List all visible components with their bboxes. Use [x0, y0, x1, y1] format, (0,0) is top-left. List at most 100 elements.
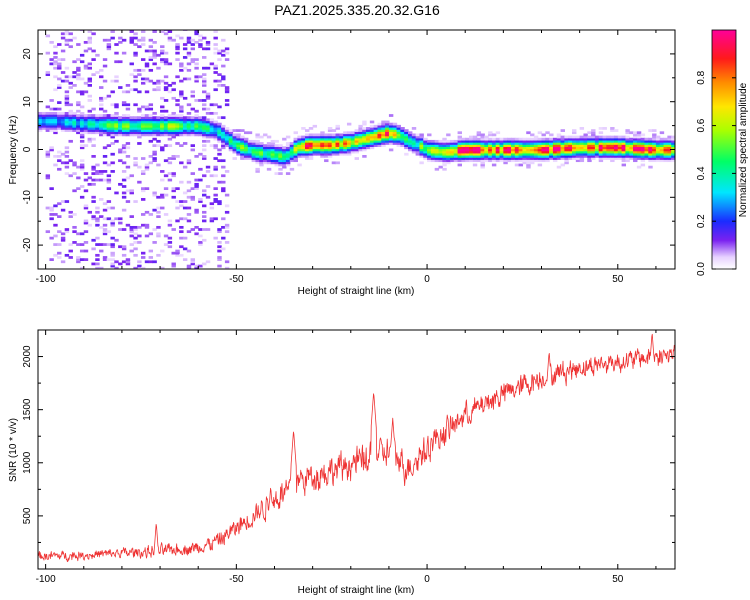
heatmap-cell	[114, 131, 119, 135]
heatmap-cell	[72, 225, 77, 229]
heatmap-cell	[95, 243, 100, 246]
heatmap-cell	[64, 118, 70, 122]
heatmap-cell	[461, 148, 466, 152]
heatmap-cell	[209, 118, 215, 122]
heatmap-cell	[68, 81, 73, 85]
heatmap-cell	[118, 150, 123, 154]
heatmap-cell	[671, 144, 675, 147]
heatmap-cell	[133, 103, 138, 107]
heatmap-cell	[194, 266, 199, 269]
heatmap-cell	[179, 161, 184, 165]
heatmap-cell	[446, 159, 451, 163]
heatmap-cell	[106, 187, 112, 191]
heatmap-cell	[633, 137, 638, 141]
heatmap-cell	[87, 30, 92, 33]
heatmap-cell	[91, 127, 96, 130]
heatmap-cell	[68, 256, 73, 259]
heatmap-cell	[79, 243, 85, 246]
heatmap-cell	[404, 133, 409, 137]
heatmap-cell	[240, 155, 245, 158]
heatmap-cell	[72, 118, 77, 122]
heatmap-cell	[465, 137, 470, 141]
heatmap-cell	[285, 148, 291, 152]
heatmap-cell	[213, 174, 218, 178]
heatmap-cell	[335, 139, 340, 143]
heatmap-cell	[87, 77, 92, 81]
heatmap-cell	[190, 43, 195, 46]
heatmap-cell	[41, 118, 47, 122]
heatmap-cell	[106, 258, 112, 261]
heatmap-cell	[167, 38, 173, 42]
heatmap-cell	[95, 163, 100, 167]
heatmap-cell	[591, 157, 596, 160]
heatmap-cell	[594, 146, 600, 150]
heatmap-cell	[60, 122, 66, 126]
heatmap-cell	[175, 142, 180, 145]
heatmap-cell	[636, 133, 642, 137]
colorbar-tick-label: 0.8	[696, 70, 707, 84]
heatmap-cell	[659, 137, 665, 141]
heatmap-cell	[53, 204, 58, 208]
heatmap-cell	[457, 150, 462, 154]
heatmap-cell	[602, 155, 607, 158]
heatmap-cell	[484, 137, 489, 141]
heatmap-cell	[266, 157, 272, 160]
heatmap-cell	[240, 137, 245, 141]
heatmap-cell	[148, 49, 154, 53]
heatmap-cell	[144, 107, 150, 111]
heatmap-cell	[182, 142, 188, 145]
heatmap-cell	[221, 124, 226, 128]
heatmap-cell	[587, 137, 592, 141]
heatmap-cell	[594, 135, 600, 139]
heatmap-cell	[221, 174, 226, 178]
heatmap-cell	[45, 150, 51, 154]
heatmap-cell	[579, 155, 585, 158]
heatmap-cell	[324, 135, 329, 139]
heatmap-cell	[461, 146, 466, 150]
heatmap-cell	[95, 253, 100, 257]
heatmap-cell	[247, 148, 253, 152]
heatmap-cell	[354, 135, 359, 139]
heatmap-cell	[293, 148, 298, 152]
heatmap-cell	[106, 217, 112, 221]
heatmap-cell	[541, 155, 546, 158]
heatmap-cell	[488, 139, 493, 143]
heatmap-cell	[259, 148, 264, 152]
heatmap-cell	[171, 187, 176, 191]
heatmap-cell	[530, 157, 535, 160]
heatmap-cell	[469, 142, 474, 145]
heatmap-cell	[305, 142, 310, 145]
heatmap-cell	[613, 135, 619, 139]
heatmap-cell	[472, 148, 478, 152]
heatmap-cell	[568, 152, 573, 156]
heatmap-cell	[419, 155, 424, 158]
heatmap-cell	[335, 124, 340, 128]
heatmap-cell	[572, 131, 577, 135]
heatmap-cell	[87, 47, 92, 51]
heatmap-cell	[243, 148, 249, 152]
heatmap-cell	[484, 148, 489, 152]
heatmap-cell	[480, 146, 485, 150]
heatmap-cell	[476, 150, 482, 154]
heatmap-cell	[171, 120, 176, 124]
heatmap-cell	[194, 66, 199, 70]
heatmap-cell	[327, 155, 333, 158]
heatmap-cell	[68, 139, 73, 143]
heatmap-cell	[190, 195, 195, 199]
heatmap-cell	[79, 90, 85, 94]
heatmap-cell	[129, 40, 134, 44]
heatmap-cell	[182, 118, 188, 122]
heatmap-cell	[179, 114, 184, 117]
heatmap-cell	[495, 146, 501, 150]
heatmap-cell	[297, 148, 302, 152]
heatmap-cell	[171, 131, 176, 135]
heatmap-cell	[484, 159, 489, 163]
heatmap-cell	[148, 161, 154, 165]
heatmap-cell	[133, 120, 138, 124]
heatmap-cell	[68, 120, 73, 124]
heatmap-cell	[156, 225, 161, 229]
heatmap-cell	[114, 60, 119, 64]
heatmap-cell	[125, 127, 131, 130]
heatmap-cell	[636, 131, 642, 135]
heatmap-cell	[76, 68, 81, 72]
